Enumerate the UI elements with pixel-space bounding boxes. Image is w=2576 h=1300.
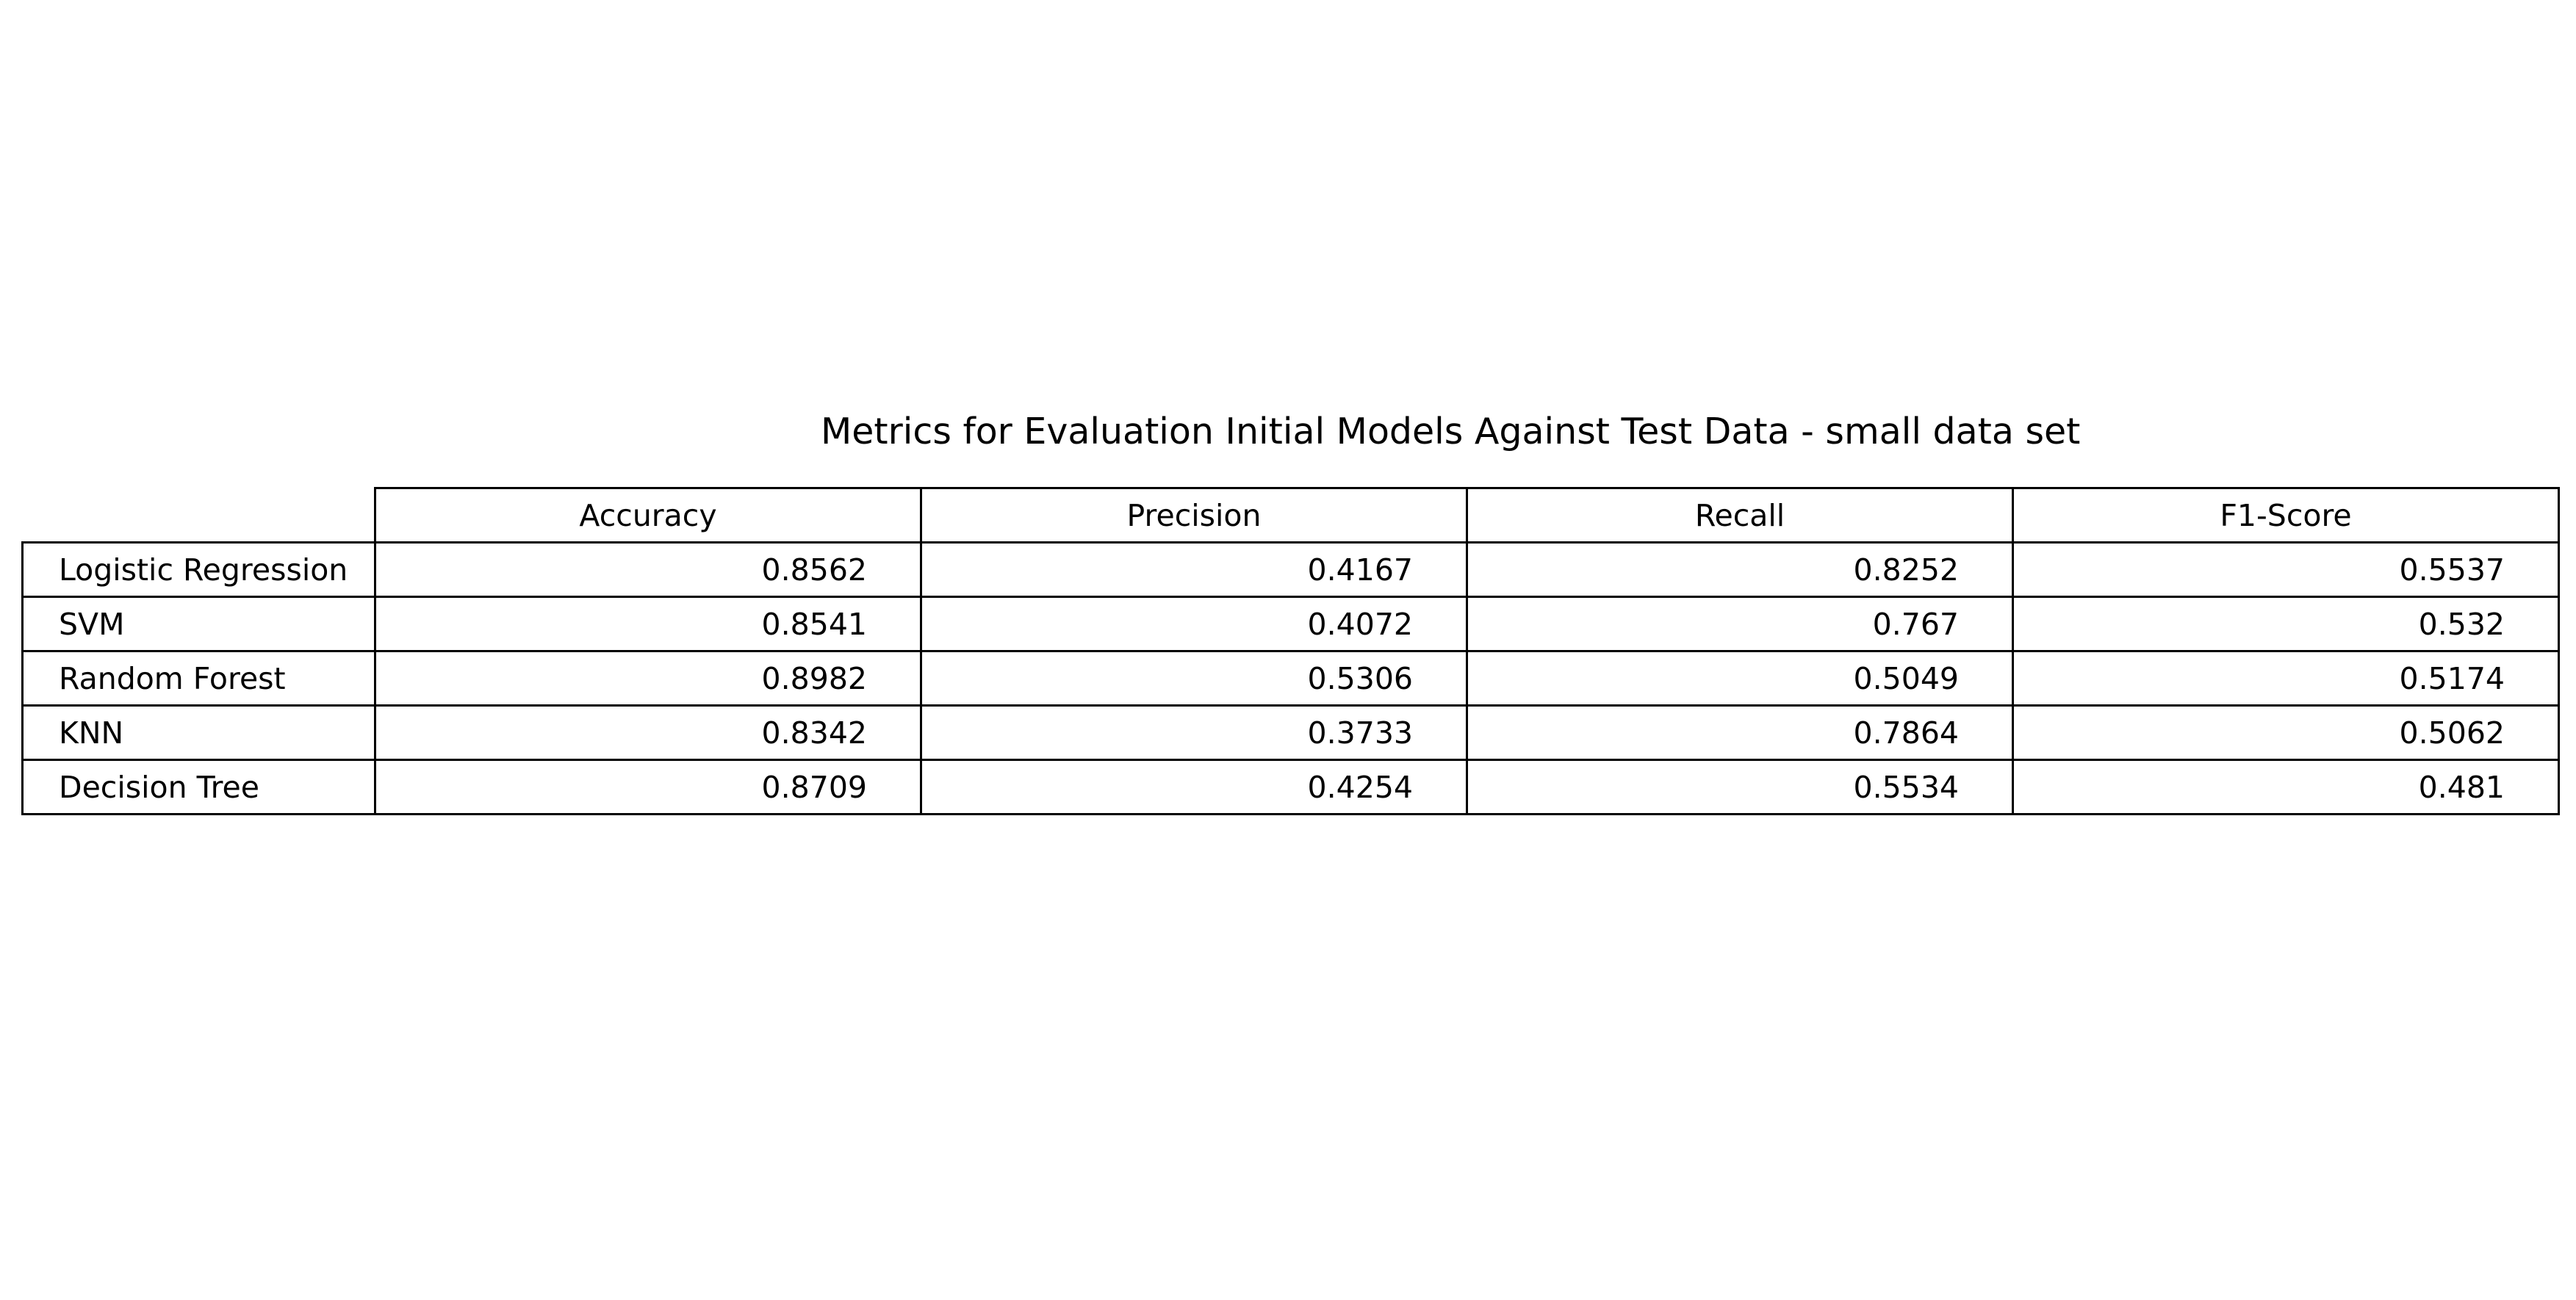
table-row: Decision Tree 0.8709 0.4254 0.5534 0.481 <box>21 759 2560 815</box>
column-header-recall: Recall <box>1466 487 2014 544</box>
precision-cell: 0.4254 <box>920 759 1468 815</box>
table-row: SVM 0.8541 0.4072 0.767 0.532 <box>21 596 2560 652</box>
table-row: Random Forest 0.8982 0.5306 0.5049 0.517… <box>21 650 2560 707</box>
f1-score-cell: 0.481 <box>2012 759 2560 815</box>
f1-score-cell: 0.532 <box>2012 596 2560 652</box>
accuracy-cell: 0.8541 <box>374 596 922 652</box>
accuracy-cell: 0.8562 <box>374 541 922 598</box>
accuracy-cell: 0.8342 <box>374 704 922 761</box>
header-row: Accuracy Precision Recall F1-Score <box>22 487 2560 544</box>
recall-cell: 0.5049 <box>1466 650 2014 707</box>
accuracy-cell: 0.8982 <box>374 650 922 707</box>
table-row: Logistic Regression 0.8562 0.4167 0.8252… <box>21 541 2560 598</box>
row-label: KNN <box>21 704 376 761</box>
recall-cell: 0.5534 <box>1466 759 2014 815</box>
precision-cell: 0.4072 <box>920 596 1468 652</box>
recall-cell: 0.7864 <box>1466 704 2014 761</box>
column-header-f1-score: F1-Score <box>2012 487 2560 544</box>
recall-cell: 0.767 <box>1466 596 2014 652</box>
recall-cell: 0.8252 <box>1466 541 2014 598</box>
column-header-accuracy: Accuracy <box>374 487 922 544</box>
row-label: Logistic Regression <box>21 541 376 598</box>
row-label: Decision Tree <box>21 759 376 815</box>
f1-score-cell: 0.5062 <box>2012 704 2560 761</box>
f1-score-cell: 0.5537 <box>2012 541 2560 598</box>
chart-title: Metrics for Evaluation Initial Models Ag… <box>821 411 2081 452</box>
precision-cell: 0.4167 <box>920 541 1468 598</box>
column-header-precision: Precision <box>920 487 1468 544</box>
row-label: Random Forest <box>21 650 376 707</box>
f1-score-cell: 0.5174 <box>2012 650 2560 707</box>
corner-cell <box>22 488 376 544</box>
accuracy-cell: 0.8709 <box>374 759 922 815</box>
precision-cell: 0.3733 <box>920 704 1468 761</box>
precision-cell: 0.5306 <box>920 650 1468 707</box>
metrics-table: Accuracy Precision Recall F1-Score Logis… <box>21 487 2560 815</box>
row-label: SVM <box>21 596 376 652</box>
table-row: KNN 0.8342 0.3733 0.7864 0.5062 <box>21 704 2560 761</box>
